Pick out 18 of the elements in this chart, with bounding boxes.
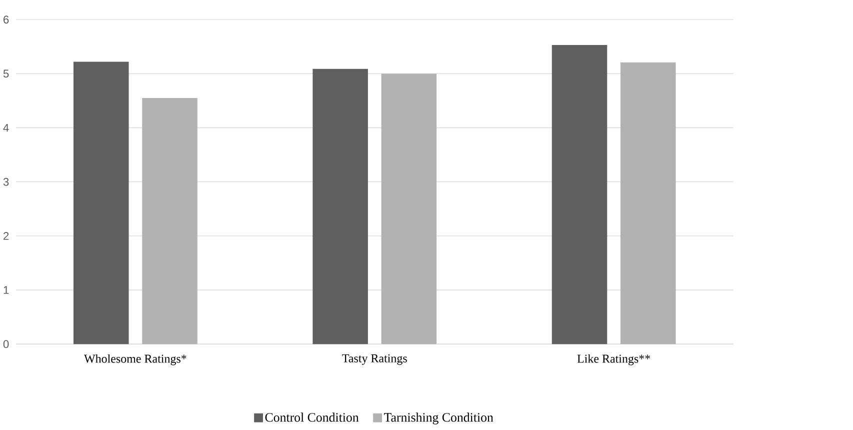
- y-tick-label: 1: [4, 286, 9, 294]
- bar: [620, 62, 676, 344]
- bar: [381, 74, 437, 344]
- y-tick-label: 5: [3, 70, 9, 78]
- y-tick-label: 0: [3, 340, 9, 348]
- bar: [552, 45, 608, 344]
- x-tick-label: Tasty Ratings: [342, 354, 407, 366]
- bar: [73, 62, 129, 344]
- y-tick-label: 6: [4, 16, 9, 24]
- bar: [142, 98, 198, 344]
- bar: [312, 68, 368, 344]
- legend-label: Tarnishing Condition: [384, 412, 494, 425]
- y-tick-label: 4: [3, 124, 9, 132]
- y-tick-label: 2: [4, 232, 9, 240]
- y-tick-label: 3: [3, 178, 9, 186]
- x-tick-label: Like Ratings**: [577, 354, 650, 366]
- legend-label: Control Condition: [265, 412, 359, 422]
- x-tick-label: Wholesome Ratings*: [84, 354, 186, 366]
